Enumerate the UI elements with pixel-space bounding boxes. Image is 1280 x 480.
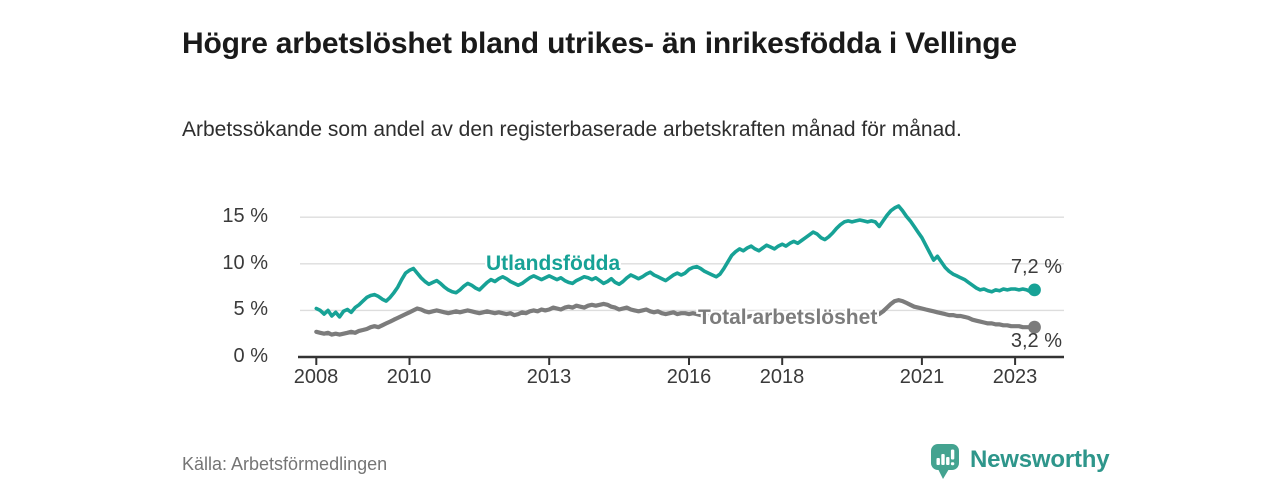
end-value-label-utlandsfodda: 7,2 %	[1010, 256, 1062, 278]
x-axis-tick-label: 2018	[759, 366, 805, 388]
series-label-total-arbetsloshet: Total arbetslöshet	[698, 306, 878, 329]
x-axis-tick-label: 2021	[899, 366, 945, 388]
end-value-label-total: 3,2 %	[1010, 330, 1062, 352]
x-axis-tick-label: 2023	[992, 366, 1038, 388]
series-label-utlandsfodda: Utlandsfödda	[486, 252, 621, 275]
chart-subtitle: Arbetssökande som andel av den registerb…	[182, 118, 962, 141]
newsworthy-wordmark: Newsworthy	[970, 446, 1110, 473]
source-attribution: Källa: Arbetsförmedlingen	[182, 454, 388, 474]
series-end-dot	[1028, 283, 1041, 297]
x-axis-tick-label: 2010	[386, 366, 432, 388]
y-axis-tick-label: 10 %	[222, 252, 268, 274]
x-axis-tick-label: 2008	[293, 366, 339, 388]
series-line-total	[314, 298, 1037, 337]
y-axis-tick-label: 0 %	[233, 345, 268, 367]
x-axis-tick-label: 2013	[526, 366, 572, 388]
y-axis-tick-label: 15 %	[222, 205, 268, 227]
series-end-dot	[1028, 320, 1041, 334]
bar-chart-icon	[931, 444, 959, 479]
page-title: Högre arbetslöshet bland utrikes- än inr…	[182, 27, 1017, 61]
y-axis-tick-label: 5 %	[233, 298, 268, 320]
series-line-utlandsfodda	[314, 204, 1037, 319]
newsworthy-logo: Newsworthy	[930, 443, 1110, 480]
x-axis-tick-label: 2016	[666, 366, 712, 388]
